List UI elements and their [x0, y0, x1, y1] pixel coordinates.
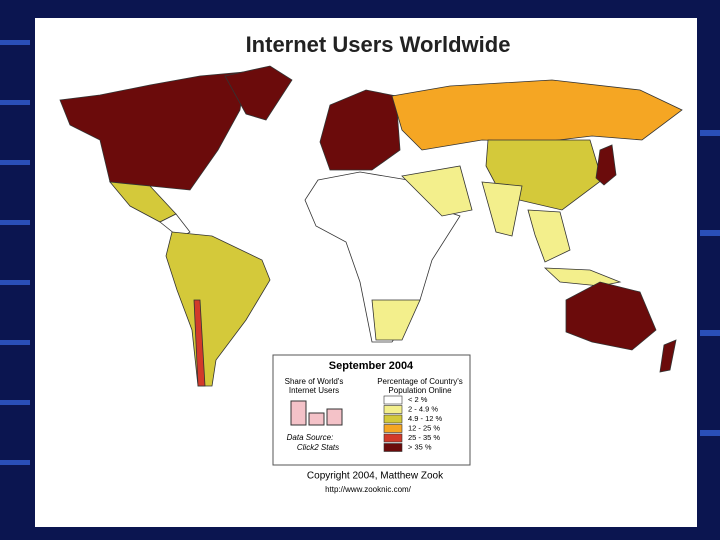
pct-title: Percentage of Country's [377, 377, 463, 386]
legend: September 2004 Share of World's Internet… [272, 354, 471, 466]
country-region [481, 181, 523, 237]
credit-url: http://www.zooknic.com/ [325, 485, 412, 494]
country-region [565, 281, 657, 351]
country-region [165, 231, 271, 387]
country-region [543, 267, 622, 287]
country-region [224, 65, 293, 121]
pct-title: Population Online [388, 386, 452, 395]
legend-date: September 2004 [329, 360, 414, 372]
legend-swatch [383, 414, 403, 424]
country-region [659, 339, 677, 373]
legend-label: 4.9 - 12 % [408, 414, 443, 423]
legend-label: 2 - 4.9 % [408, 404, 438, 413]
legend-swatch [383, 433, 403, 443]
copyright: Copyright 2004, Matthew Zook [307, 471, 444, 482]
country-region [59, 71, 246, 191]
share-bar [326, 408, 343, 426]
share-title: Internet Users [289, 386, 339, 395]
share-title: Share of World's [285, 377, 344, 386]
share-bar [308, 412, 325, 426]
map-title: Internet Users Worldwide [246, 32, 511, 57]
country-region [595, 144, 617, 186]
legend-swatch [383, 443, 403, 452]
country-region [371, 299, 421, 341]
country-region [391, 79, 683, 151]
legend-swatch [383, 405, 403, 414]
legend-label: > 35 % [408, 442, 432, 451]
country-region [319, 89, 401, 171]
legend-label: 25 - 35 % [408, 433, 440, 442]
world-map [59, 65, 683, 387]
slide-stripes [0, 40, 720, 465]
legend-label: 12 - 25 % [408, 423, 440, 432]
country-region [193, 299, 206, 387]
data-source: Data Source: [287, 433, 334, 442]
country-region [401, 165, 473, 217]
legend-swatch [383, 424, 403, 433]
legend-label: < 2 % [408, 395, 428, 404]
data-source: Click2 Stats [297, 443, 339, 452]
legend-swatch [383, 395, 403, 405]
country-region [527, 209, 571, 263]
share-bar [290, 400, 307, 426]
